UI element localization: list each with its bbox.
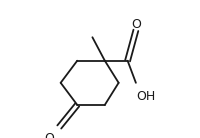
Text: OH: OH — [137, 90, 156, 103]
Text: O: O — [44, 132, 54, 138]
Text: O: O — [131, 18, 141, 31]
